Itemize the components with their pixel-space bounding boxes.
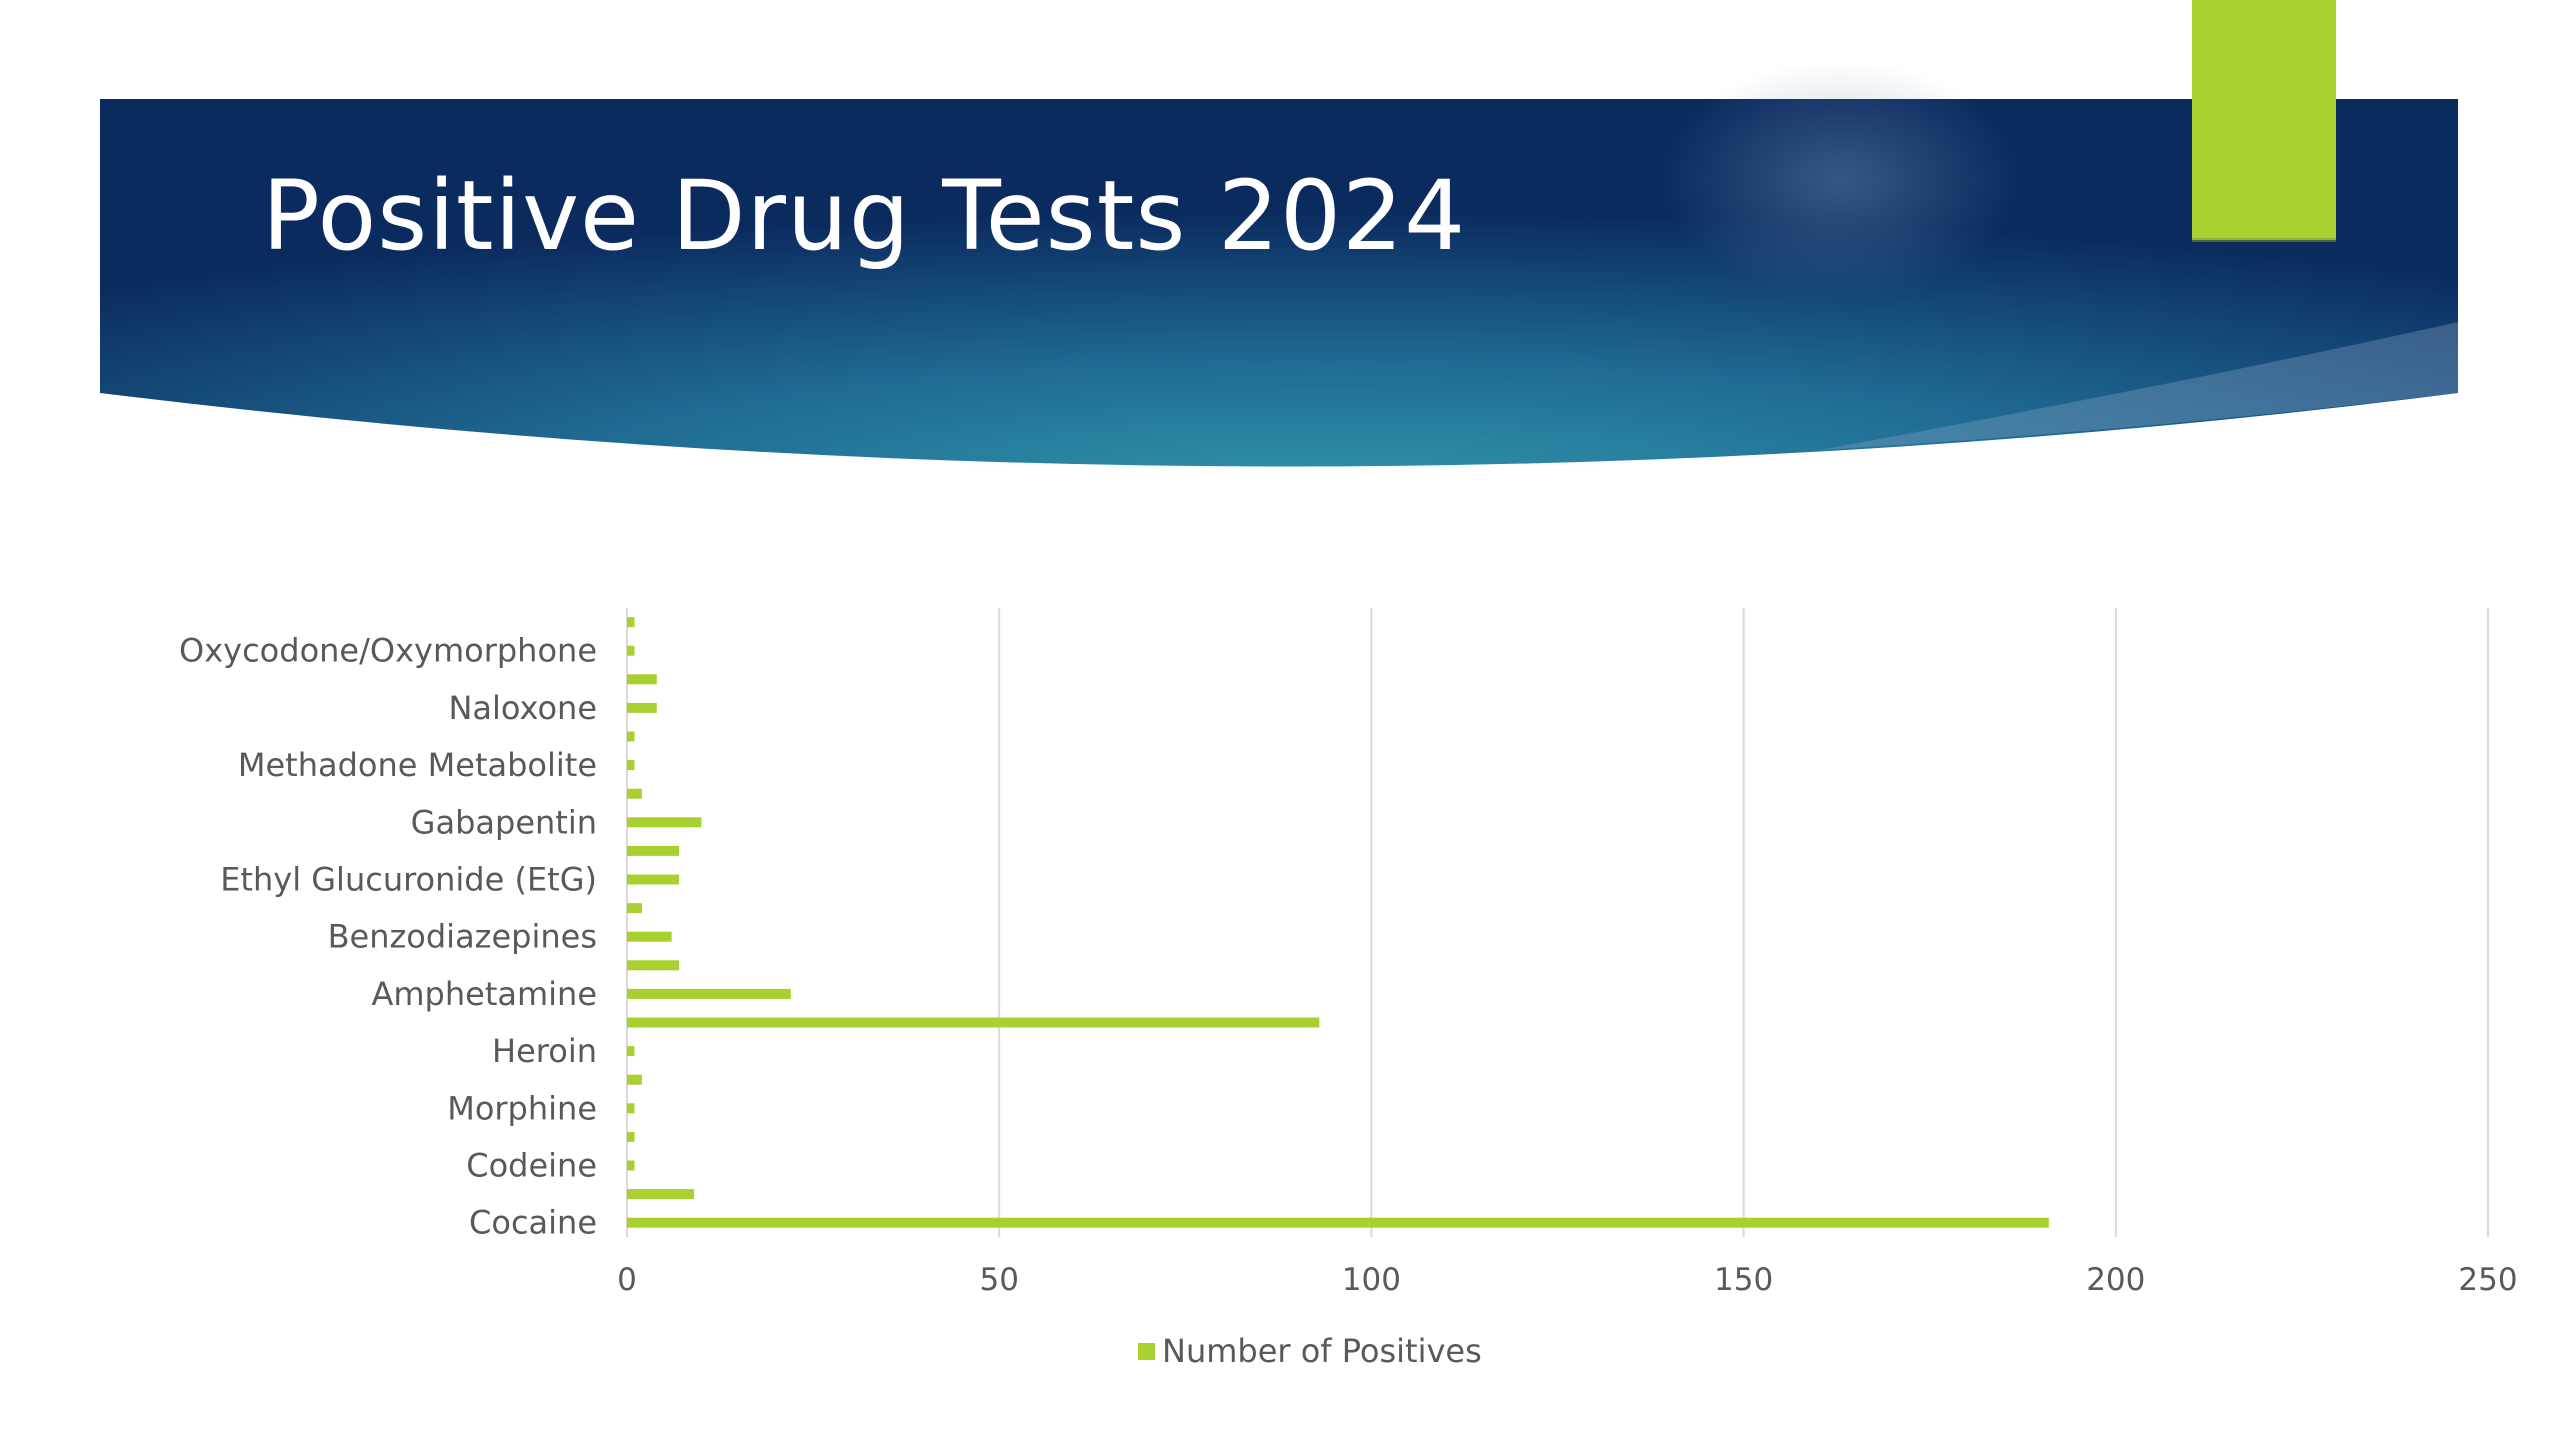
x-tick-label: 250 — [2458, 1262, 2517, 1298]
legend-swatch — [1138, 1343, 1155, 1360]
bar — [627, 960, 680, 971]
title-banner — [100, 60, 2458, 467]
bars — [627, 617, 2049, 1228]
category-label: Morphine — [447, 1089, 597, 1127]
category-label: Amphetamine — [371, 975, 597, 1013]
category-label: Benzodiazepines — [328, 918, 597, 956]
category-label: Gabapentin — [411, 803, 597, 841]
bar — [627, 1017, 1320, 1028]
x-tick-label: 100 — [1342, 1262, 1401, 1298]
bar — [627, 1217, 2049, 1228]
category-labels: Cocaine Codeine Morphine Heroin Amphetamine B… — [179, 632, 597, 1242]
gridlines — [626, 608, 2489, 1237]
category-label: Cocaine — [469, 1204, 597, 1242]
bar — [627, 1160, 635, 1171]
x-tick-label: 0 — [617, 1262, 637, 1298]
x-tick-label: 150 — [1714, 1262, 1773, 1298]
bar — [627, 1131, 635, 1142]
bar — [627, 617, 635, 628]
bar — [627, 988, 791, 999]
bar — [627, 1074, 642, 1085]
bar — [627, 645, 635, 656]
slide-title: Positive Drug Tests 2024 — [262, 160, 1467, 272]
bar — [627, 1103, 635, 1114]
bar — [627, 702, 657, 713]
bar — [627, 1046, 635, 1057]
accent-tab — [2192, 0, 2336, 240]
category-label: Oxycodone/Oxymorphone — [179, 632, 597, 670]
bar — [627, 1189, 694, 1200]
category-label: Heroin — [492, 1032, 597, 1070]
bar — [627, 760, 635, 771]
category-label: Codeine — [466, 1147, 597, 1185]
bar — [627, 731, 635, 742]
bar — [627, 788, 642, 799]
bar — [627, 674, 657, 685]
bar — [627, 817, 702, 828]
x-axis-tick-labels: 0 50 100 150 200 250 — [617, 1262, 2517, 1298]
x-tick-label: 50 — [979, 1262, 1018, 1298]
bar — [627, 903, 642, 914]
category-label: Naloxone — [448, 689, 597, 727]
category-label: Ethyl Glucuronide (EtG) — [220, 861, 597, 899]
category-label: Methadone Metabolite — [238, 746, 597, 784]
bar — [627, 874, 680, 885]
legend-label: Number of Positives — [1162, 1332, 1482, 1370]
bar — [627, 931, 672, 942]
x-tick-label: 200 — [2086, 1262, 2145, 1298]
legend: Number of Positives — [1138, 1332, 1482, 1370]
bar — [627, 845, 680, 856]
